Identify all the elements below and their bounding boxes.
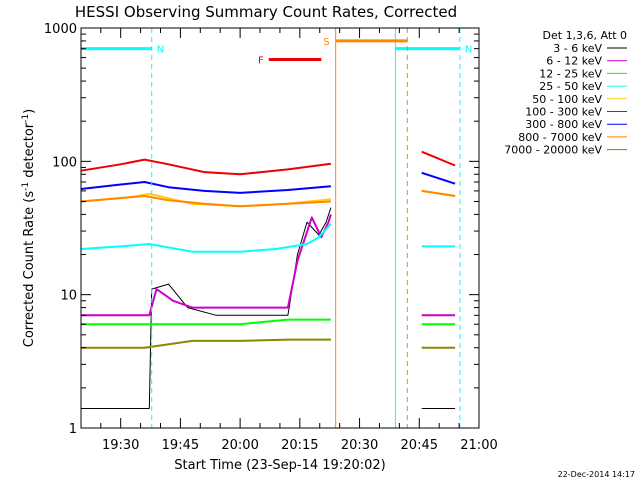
- x-tick-label: 20:45: [401, 438, 438, 453]
- x-tick-label: 21:00: [460, 438, 497, 453]
- legend-label: 6 - 12 keV: [546, 55, 602, 68]
- x-tick-label: 20:00: [221, 438, 258, 453]
- annotation-label: N: [465, 45, 472, 56]
- y-tick-label: 10: [60, 289, 77, 304]
- annotation-label: F: [258, 56, 264, 67]
- legend-label: 100 - 300 keV: [525, 106, 602, 119]
- x-axis: 19:30 19:45 20:00 20:15 20:30 20:45 21:00: [100, 28, 498, 453]
- x-tick-label: 19:45: [162, 438, 199, 453]
- legend-title: Det 1,3,6, Att 0: [543, 29, 627, 42]
- chart-title: HESSI Observing Summary Count Rates, Cor…: [75, 3, 457, 21]
- legend-label: 50 - 100 keV: [532, 93, 602, 106]
- series-line: [80, 171, 456, 194]
- legend-label: 7000 - 20000 keV: [504, 144, 602, 157]
- series-line: [80, 223, 456, 253]
- series-line: [80, 189, 456, 208]
- timestamp: 22-Dec-2014 14:17: [558, 470, 635, 479]
- series-line: [80, 150, 456, 176]
- x-tick-label: 20:30: [341, 438, 378, 453]
- legend-label: 800 - 7000 keV: [518, 131, 602, 144]
- x-tick-label: 19:30: [102, 438, 139, 453]
- legend-label: 3 - 6 keV: [553, 42, 602, 55]
- annotation-label: S: [323, 37, 329, 48]
- y-axis-label: Corrected Count Rate (s-1 detector-1): [21, 109, 37, 347]
- y-tick-label: 1: [69, 422, 77, 437]
- series-line: [81, 338, 456, 349]
- legend-label: 12 - 25 keV: [539, 67, 602, 80]
- x-axis-label: Start Time (23-Sep-14 19:20:02): [174, 458, 385, 473]
- plot-content: N N S F: [80, 28, 472, 428]
- annotation-label: N: [157, 45, 164, 56]
- y-tick-label: 1000: [44, 22, 77, 37]
- series-line: [81, 318, 456, 326]
- x-tick-label: 20:15: [281, 438, 318, 453]
- legend-label: 300 - 800 keV: [525, 118, 602, 131]
- series-line: [81, 214, 456, 317]
- y-axis: 1 10 100 1000: [44, 22, 479, 437]
- y-tick-label: 100: [52, 155, 77, 170]
- legend-label: 25 - 50 keV: [539, 80, 602, 93]
